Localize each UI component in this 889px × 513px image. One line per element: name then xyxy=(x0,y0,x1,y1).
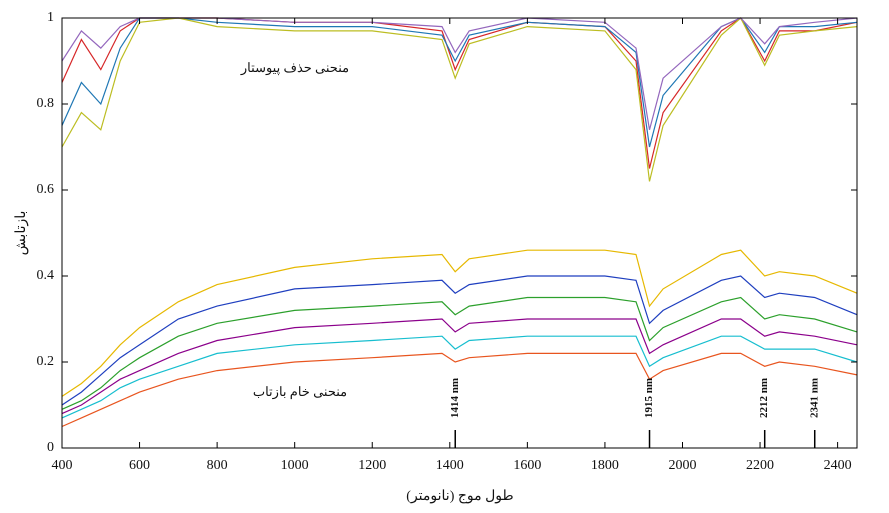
spectrum-line xyxy=(61,296,858,410)
x-tick-label: 1400 xyxy=(436,458,464,473)
y-tick-label: 0.4 xyxy=(37,268,55,283)
x-tick-label: 600 xyxy=(129,458,150,473)
x-tick-label: 1200 xyxy=(358,458,386,473)
spectrum-line xyxy=(61,352,858,428)
spectrum-line xyxy=(61,17,858,148)
x-tick-label: 2200 xyxy=(746,458,774,473)
marker-label: 1414 nm xyxy=(449,378,461,418)
spectrum-line xyxy=(61,249,858,397)
y-axis-label: بازتابش xyxy=(14,211,29,256)
spectrum-line xyxy=(61,275,858,406)
spectrum-line xyxy=(61,17,858,169)
x-tick-label: 2000 xyxy=(668,458,696,473)
spectrum-line xyxy=(61,335,858,419)
y-tick-label: 1 xyxy=(47,10,54,25)
marker-label: 2212 nm xyxy=(758,378,770,418)
x-tick-label: 400 xyxy=(52,458,73,473)
annotation: منحنی خام بازتاب xyxy=(253,384,347,400)
spectrum-line xyxy=(61,17,858,182)
x-tick-label: 800 xyxy=(207,458,228,473)
x-tick-label: 1600 xyxy=(513,458,541,473)
x-tick-label: 1800 xyxy=(591,458,619,473)
spectrum-line xyxy=(61,318,858,415)
x-axis-label: طول موج (نانومتر) xyxy=(406,489,513,504)
marker-label: 1915 nm xyxy=(643,378,655,418)
annotation: منحنی حذف پیوستار xyxy=(240,60,349,76)
y-tick-label: 0 xyxy=(47,440,54,455)
y-tick-label: 0.6 xyxy=(37,182,55,197)
x-tick-label: 1000 xyxy=(281,458,309,473)
y-tick-label: 0.2 xyxy=(37,354,55,369)
marker-label: 2341 nm xyxy=(808,378,820,418)
y-tick-label: 0.8 xyxy=(37,96,55,111)
x-tick-label: 2400 xyxy=(824,458,852,473)
spectrum-line xyxy=(61,17,858,130)
plot-frame xyxy=(61,17,858,449)
